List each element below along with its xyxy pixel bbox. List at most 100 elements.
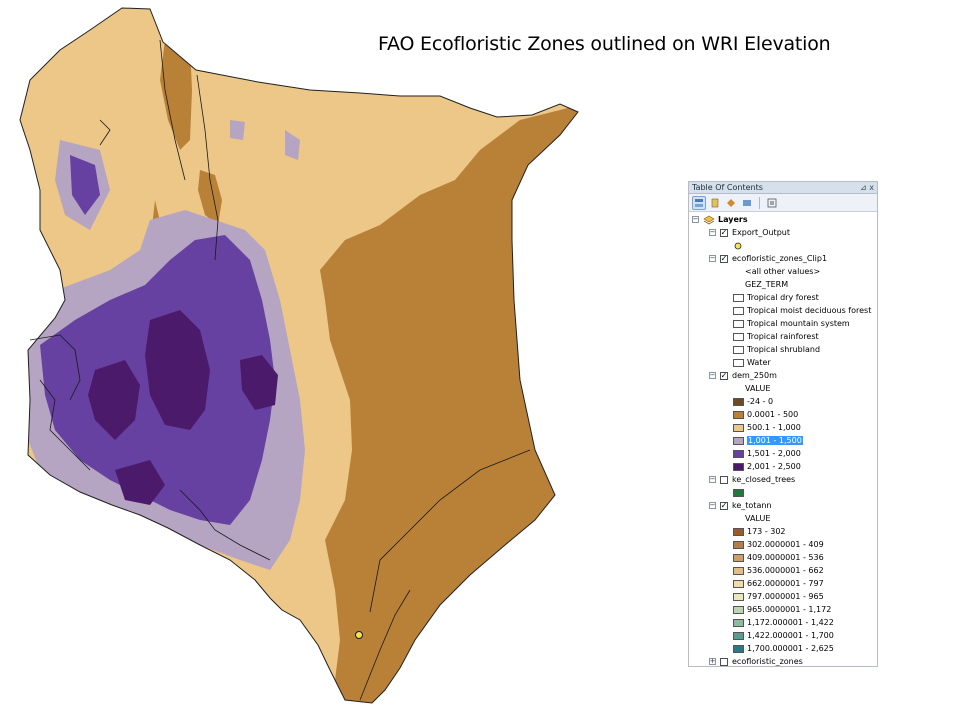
layer-name[interactable]: dem_250m [732, 371, 777, 380]
legend-class-label[interactable]: Tropical shrubland [747, 345, 821, 354]
legend-class-item[interactable]: -24 - 0 [689, 395, 877, 408]
legend-swatch[interactable] [733, 631, 744, 640]
layer-visibility-checkbox[interactable]: ✓ [720, 500, 728, 510]
legend-class-label[interactable]: 409.0000001 - 536 [747, 553, 824, 562]
collapse-icon[interactable]: + [709, 657, 716, 665]
legend-class-label[interactable]: 2,001 - 2,500 [747, 462, 801, 471]
legend-class-label[interactable]: 1,422.000001 - 1,700 [747, 631, 834, 640]
legend-swatch[interactable] [733, 527, 744, 536]
list-by-source-icon[interactable] [708, 196, 722, 210]
layer-visibility-checkbox[interactable] [720, 657, 728, 666]
legend-swatch[interactable] [733, 644, 744, 653]
legend-class-item[interactable]: 1,700.000001 - 2,625 [689, 642, 877, 655]
layer-visibility-checkbox[interactable]: ✓ [720, 370, 728, 380]
layer-name[interactable]: Export_Output [732, 228, 790, 237]
legend-class-item[interactable]: 662.0000001 - 797 [689, 577, 877, 590]
legend-swatch[interactable] [733, 488, 744, 497]
layer-row-ke-totann[interactable]: − ✓ ke_totann [689, 499, 877, 512]
legend-class-label[interactable]: Tropical dry forest [747, 293, 819, 302]
legend-class-item[interactable]: 965.0000001 - 1,172 [689, 603, 877, 616]
legend-class-item[interactable]: 173 - 302 [689, 525, 877, 538]
legend-class-label[interactable]: Tropical mountain system [747, 319, 850, 328]
legend-swatch[interactable] [733, 579, 744, 588]
legend-class-item[interactable]: 0.0001 - 500 [689, 408, 877, 421]
legend-swatch[interactable] [733, 358, 744, 367]
toc-pin-icon[interactable]: ⊿ x [860, 183, 874, 192]
legend-class-label[interactable]: 1,700.000001 - 2,625 [747, 644, 834, 653]
legend-class-item[interactable]: Tropical moist deciduous forest [689, 304, 877, 317]
list-by-drawing-order-icon[interactable] [692, 195, 706, 210]
legend-class-item[interactable]: 2,001 - 2,500 [689, 460, 877, 473]
layer-name[interactable]: ke_closed_trees [732, 475, 796, 484]
legend-swatch[interactable] [733, 436, 744, 445]
legend-class-item[interactable]: 500.1 - 1,000 [689, 421, 877, 434]
legend-class-item[interactable]: Tropical dry forest [689, 291, 877, 304]
legend-swatch[interactable] [733, 462, 744, 471]
layer-visibility-checkbox[interactable]: ✓ [720, 253, 728, 263]
legend-swatch[interactable] [733, 319, 744, 328]
legend-class-label[interactable]: 797.0000001 - 965 [747, 592, 824, 601]
legend-swatch[interactable] [733, 566, 744, 575]
legend-swatch[interactable] [733, 592, 744, 601]
legend-class-item[interactable]: 797.0000001 - 965 [689, 590, 877, 603]
layer-row-ecofloristic-zones-clip1[interactable]: − ✓ ecofloristic_zones_Clip1 [689, 252, 877, 265]
collapse-icon[interactable]: − [709, 475, 716, 483]
collapse-icon[interactable]: − [692, 215, 699, 223]
layers-root[interactable]: − Layers [689, 213, 877, 226]
legend-class-label[interactable]: Tropical moist deciduous forest [747, 306, 872, 315]
legend-swatch[interactable] [733, 306, 744, 315]
legend-swatch[interactable] [733, 618, 744, 627]
layer-row-export-output[interactable]: − ✓ Export_Output [689, 226, 877, 239]
legend-swatch[interactable] [733, 423, 744, 432]
layer-visibility-checkbox[interactable] [720, 475, 728, 484]
legend-class-label[interactable]: 1,001 - 1,500 [747, 436, 803, 445]
layer-row-ecofloristic-zones[interactable]: + ecofloristic_zones [689, 655, 877, 666]
legend-class-label[interactable]: 173 - 302 [747, 527, 786, 536]
legend-class-item[interactable] [689, 486, 877, 499]
legend-class-item[interactable]: 302.0000001 - 409 [689, 538, 877, 551]
legend-swatch[interactable] [733, 293, 744, 302]
layer-row-dem-250m[interactable]: − ✓ dem_250m [689, 369, 877, 382]
legend-class-item[interactable]: Water [689, 356, 877, 369]
legend-class-label[interactable]: 536.0000001 - 662 [747, 566, 824, 575]
legend-class-label[interactable]: Tropical rainforest [747, 332, 819, 341]
legend-class-item[interactable]: 1,172.000001 - 1,422 [689, 616, 877, 629]
legend-swatch[interactable] [733, 540, 744, 549]
layer-visibility-checkbox[interactable]: ✓ [720, 227, 728, 237]
legend-class-label[interactable]: -24 - 0 [747, 397, 774, 406]
legend-swatch[interactable] [733, 410, 744, 419]
legend-class-label[interactable]: 0.0001 - 500 [747, 410, 799, 419]
legend-swatch[interactable] [733, 345, 744, 354]
legend-class-item[interactable]: Tropical shrubland [689, 343, 877, 356]
collapse-icon[interactable]: − [709, 254, 716, 262]
layer-row-ke-closed-trees[interactable]: − ke_closed_trees [689, 473, 877, 486]
legend-class-item[interactable]: 536.0000001 - 662 [689, 564, 877, 577]
legend-class-label[interactable]: 662.0000001 - 797 [747, 579, 824, 588]
layer-name[interactable]: ecofloristic_zones_Clip1 [732, 254, 828, 263]
list-by-selection-icon[interactable] [740, 196, 754, 210]
legend-class-item[interactable]: Tropical mountain system [689, 317, 877, 330]
collapse-icon[interactable]: − [709, 371, 716, 379]
legend-swatch[interactable] [733, 553, 744, 562]
legend-class-item[interactable]: 1,501 - 2,000 [689, 447, 877, 460]
collapse-icon[interactable]: − [709, 501, 716, 509]
legend-swatch[interactable] [733, 605, 744, 614]
legend-swatch[interactable] [733, 397, 744, 406]
legend-swatch[interactable] [733, 449, 744, 458]
legend-class-item[interactable]: 1,001 - 1,500 [689, 434, 877, 447]
legend-class-label[interactable]: Water [747, 358, 771, 367]
legend-class-label[interactable]: 1,172.000001 - 1,422 [747, 618, 834, 627]
legend-class-label[interactable]: 1,501 - 2,000 [747, 449, 801, 458]
legend-class-item[interactable]: 409.0000001 - 536 [689, 551, 877, 564]
legend-class-item[interactable]: 1,422.000001 - 1,700 [689, 629, 877, 642]
layer-name[interactable]: ecofloristic_zones [732, 657, 803, 666]
toc-options-icon[interactable] [765, 196, 779, 210]
legend-class-label[interactable]: 965.0000001 - 1,172 [747, 605, 832, 614]
layer-name[interactable]: ke_totann [732, 501, 772, 510]
legend-class-label[interactable]: 500.1 - 1,000 [747, 423, 801, 432]
legend-class-item[interactable]: Tropical rainforest [689, 330, 877, 343]
legend-class-label[interactable]: 302.0000001 - 409 [747, 540, 824, 549]
legend-swatch[interactable] [733, 332, 744, 341]
list-by-visibility-icon[interactable] [724, 196, 738, 210]
collapse-icon[interactable]: − [709, 228, 716, 236]
